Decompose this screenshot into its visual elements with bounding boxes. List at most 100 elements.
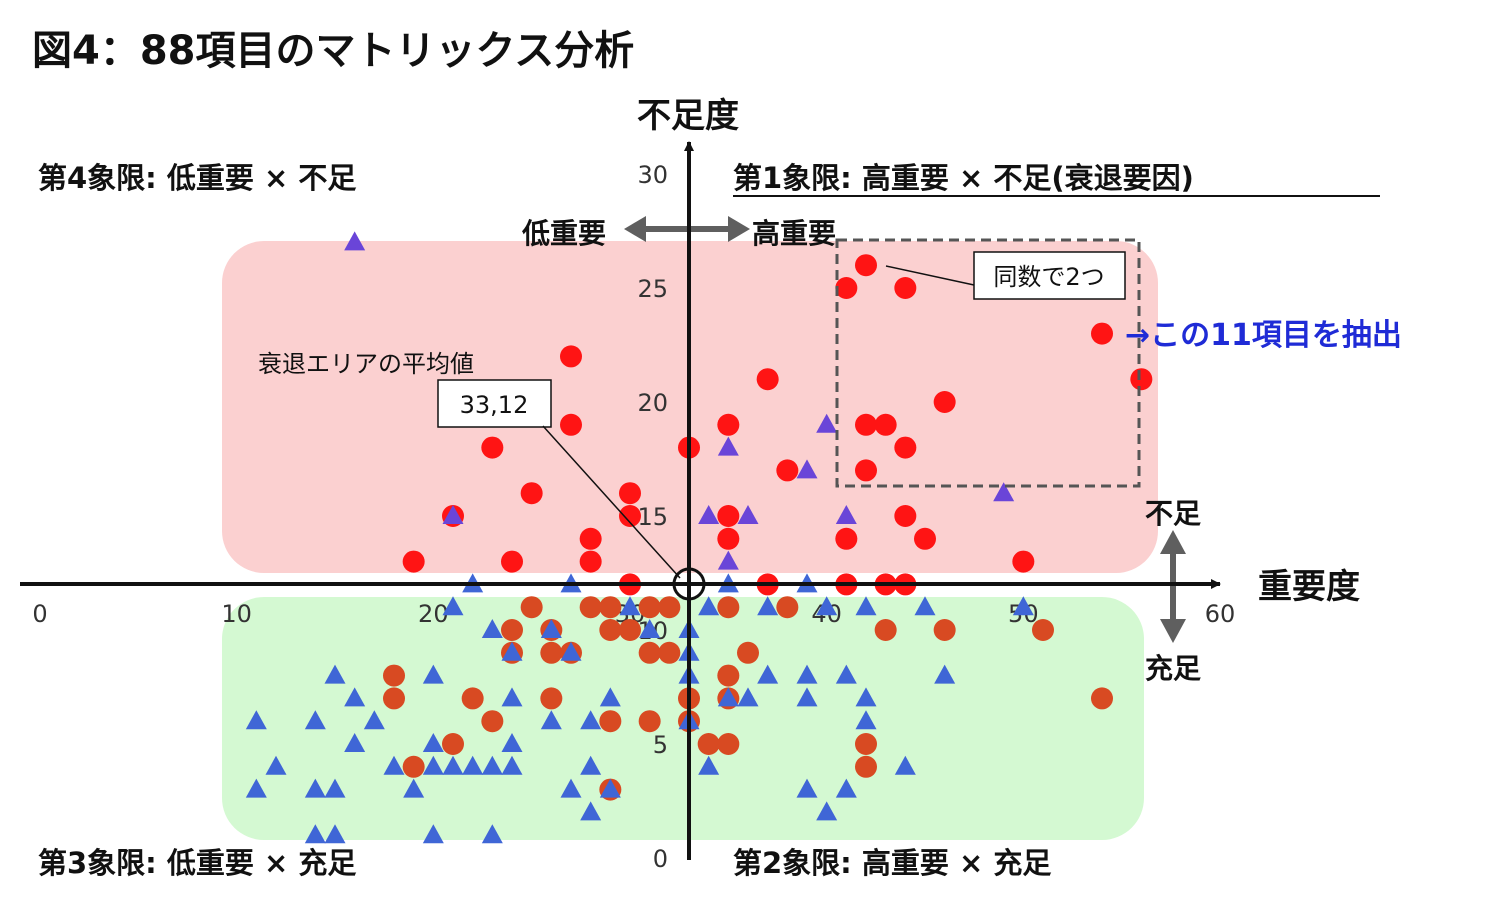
circle-point <box>776 596 799 619</box>
triangle-point <box>462 755 484 775</box>
circle-point <box>383 687 405 710</box>
chart-title: 図4：88項目のマトリックス分析 <box>32 28 634 74</box>
triangle-point <box>580 801 602 821</box>
triangle-point <box>796 664 818 684</box>
triangle-point <box>304 710 326 730</box>
triangle-point <box>265 755 287 775</box>
triangle-point <box>540 710 562 730</box>
average-area-label: 衰退エリアの平均値 <box>258 350 474 378</box>
circle-point <box>383 664 405 687</box>
circle-point <box>855 733 877 755</box>
low-importance-label: 低重要 <box>521 217 606 250</box>
average-value: 33,12 <box>460 391 529 419</box>
quadrant-3-label: 第3象限: 低重要 × 充足 <box>38 846 356 880</box>
triangle-point <box>422 755 444 775</box>
circle-point <box>1032 619 1054 641</box>
triangle-point <box>816 413 838 433</box>
circle-point <box>717 527 740 550</box>
triangle-point <box>796 459 818 479</box>
circle-point <box>638 641 661 664</box>
circle-point <box>835 277 858 299</box>
circle-point <box>442 733 464 755</box>
y-tick-label: 15 <box>637 503 668 531</box>
triangle-point <box>1012 596 1034 616</box>
triangle-point <box>540 619 562 638</box>
triangle-point <box>304 778 326 798</box>
triangle-point <box>422 824 444 844</box>
circle-point <box>520 482 543 505</box>
triangle-point <box>501 733 523 752</box>
circle-point <box>717 664 740 687</box>
triangle-point <box>383 755 405 775</box>
triangle-point <box>304 824 326 844</box>
y-axis-name: 不足度 <box>637 96 739 136</box>
circle-point <box>737 641 759 664</box>
quadrant-2-label: 第2象限: 高重要 × 充足 <box>733 846 1051 880</box>
triangle-point <box>835 778 857 798</box>
triangle-point <box>619 596 641 616</box>
circle-point <box>874 413 897 436</box>
circle-point <box>776 459 799 482</box>
circle-point <box>855 459 877 482</box>
circle-point <box>756 368 779 391</box>
triangle-point <box>442 755 464 775</box>
circle-point <box>717 596 740 619</box>
triangle-point <box>580 755 602 775</box>
circle-point <box>717 505 740 527</box>
triangle-point <box>580 710 602 730</box>
triangle-point <box>737 687 759 707</box>
triangle-point <box>599 687 621 707</box>
triangle-point <box>481 755 503 775</box>
triangle-point <box>481 619 503 638</box>
quadrant-1-label: 第1象限: 高重要 × 不足(衰退要因) <box>733 161 1194 195</box>
triangle-point <box>403 778 425 798</box>
quadrant-4-label: 第4象限: 低重要 × 不足 <box>38 161 356 195</box>
circle-point <box>599 619 622 641</box>
circle-point <box>501 619 523 641</box>
circle-point <box>481 436 504 459</box>
importance-arrow-left-head <box>624 216 646 242</box>
circle-point <box>855 254 877 277</box>
circle-point <box>520 596 543 619</box>
circle-point <box>1012 550 1035 573</box>
circle-point <box>402 755 425 778</box>
circle-point <box>894 277 917 299</box>
x-tick-label: 60 <box>1205 600 1236 628</box>
circle-point <box>461 687 484 710</box>
triangle-point <box>501 755 523 775</box>
triangle-point <box>560 778 582 798</box>
triangle-point <box>835 505 857 524</box>
circle-point <box>1091 322 1113 345</box>
importance-arrow-right-head <box>728 216 750 242</box>
circle-point <box>658 596 681 619</box>
y-tick-label: 5 <box>653 731 668 759</box>
x-axis-name: 重要度 <box>1258 567 1360 607</box>
triangle-point <box>737 505 759 524</box>
circle-point <box>914 527 936 550</box>
triangle-point <box>560 641 582 661</box>
triangle-point <box>816 596 838 616</box>
triangle-point <box>993 482 1015 502</box>
triangle-point <box>796 687 818 707</box>
x-tick-label: 0 <box>32 600 47 628</box>
circle-point <box>579 550 602 573</box>
circle-point <box>874 619 897 641</box>
triangle-point <box>855 596 877 616</box>
triangle-point <box>934 664 956 684</box>
triangle-point <box>324 824 346 844</box>
lack-arrow-up-head <box>1160 530 1186 554</box>
triangle-point <box>344 733 366 752</box>
circle-point <box>933 619 956 641</box>
tie-note: 同数で2つ <box>993 263 1104 291</box>
triangle-point <box>717 550 739 570</box>
lack-arrow-down-head <box>1160 619 1186 643</box>
triangle-point <box>245 778 267 798</box>
circle-point <box>1091 687 1113 710</box>
circle-point <box>638 710 661 733</box>
lack-label: 不足 <box>1145 497 1201 530</box>
triangle-point <box>324 664 346 684</box>
triangle-point <box>816 801 838 821</box>
average-leader-line <box>542 425 681 579</box>
triangle-point <box>422 733 444 752</box>
triangle-point <box>442 596 464 616</box>
